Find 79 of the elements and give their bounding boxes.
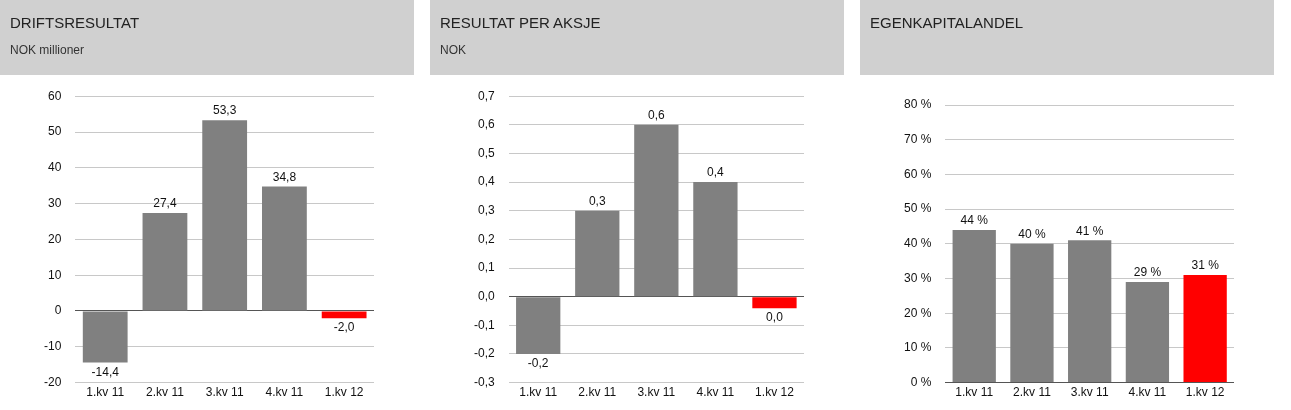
bar <box>693 182 738 297</box>
y-tick-label: 30 <box>47 195 62 210</box>
y-tick-label: 60 % <box>903 166 932 181</box>
y-tick-label: 60 <box>47 88 62 103</box>
x-tick-label: 1.kv 12 <box>324 385 364 400</box>
y-tick-label: 30 % <box>903 270 932 285</box>
y-tick-label: -0,3 <box>473 374 495 389</box>
y-tick-label: 20 % <box>903 305 932 320</box>
bar <box>1183 275 1227 383</box>
bar <box>262 186 307 311</box>
y-tick-label: 0,3 <box>477 203 495 218</box>
y-tick-label: 10 <box>47 267 62 282</box>
data-label: 27,4 <box>153 196 177 211</box>
y-tick-label: -20 <box>44 374 62 389</box>
bar <box>202 120 248 311</box>
chart-subtitle: NOK millioner <box>10 43 85 57</box>
y-tick-label: 0,5 <box>477 145 495 160</box>
y-tick-label: 0,0 <box>477 288 495 303</box>
data-label: 40 % <box>1018 227 1046 242</box>
data-label: 31 % <box>1191 258 1220 273</box>
chart-subtitle: NOK <box>440 43 467 57</box>
y-tick-label: 0,7 <box>477 88 495 103</box>
x-tick-label: 2.kv 11 <box>146 385 185 400</box>
data-label: -14,4 <box>91 364 120 379</box>
chart-title: EGENKAPITALANDEL <box>870 14 1025 31</box>
bar <box>321 311 367 319</box>
data-label: 0,4 <box>707 165 725 180</box>
x-tick-label: 1.kv 12 <box>1185 385 1225 400</box>
chart-title: RESULTAT PER AKSJE <box>440 14 602 31</box>
y-tick-label: 10 % <box>903 340 932 355</box>
data-label: 0,6 <box>648 108 665 123</box>
chart-title: DRIFTSRESULTAT <box>10 14 141 31</box>
y-tick-label: 50 % <box>903 201 932 216</box>
x-tick-label: 4.kv 11 <box>1128 385 1167 400</box>
x-tick-label: 1.kv 12 <box>755 385 795 400</box>
x-tick-label: 3.kv 11 <box>205 385 244 400</box>
y-tick-label: -10 <box>44 339 62 354</box>
bar <box>82 311 128 363</box>
y-tick-label: 70 % <box>903 132 932 147</box>
y-tick-label: 0,2 <box>477 231 495 246</box>
data-label: 41 % <box>1076 223 1104 238</box>
x-tick-label: 3.kv 11 <box>637 385 676 400</box>
x-tick-label: 3.kv 11 <box>1070 385 1109 400</box>
data-label: 53,3 <box>212 103 237 118</box>
bar <box>575 210 620 297</box>
data-label: 29 % <box>1133 265 1162 280</box>
y-tick-label: 50 <box>47 124 62 139</box>
bar <box>634 124 679 297</box>
bar <box>1125 281 1170 383</box>
x-tick-label: 4.kv 11 <box>696 385 735 400</box>
y-tick-label: -0,1 <box>473 317 495 332</box>
y-tick-label: 40 % <box>903 236 932 251</box>
bar <box>1068 240 1112 383</box>
data-label: -0,2 <box>527 356 549 371</box>
x-tick-label: 1.kv 11 <box>519 385 558 400</box>
bar <box>516 297 561 354</box>
data-label: 0,0 <box>766 310 784 325</box>
y-tick-label: 0 % <box>910 374 932 389</box>
x-tick-label: 1.kv 11 <box>955 385 994 400</box>
bar <box>1010 243 1054 383</box>
x-tick-label: 2.kv 11 <box>578 385 617 400</box>
y-tick-label: 80 % <box>903 97 932 112</box>
y-tick-label: 0,6 <box>477 117 495 132</box>
x-tick-label: 4.kv 11 <box>265 385 304 400</box>
bar <box>952 229 996 383</box>
y-tick-label: 40 <box>47 160 62 175</box>
y-tick-label: 0 <box>54 303 62 318</box>
bar <box>142 212 188 311</box>
y-tick-label: -0,2 <box>473 346 495 361</box>
data-label: 0,3 <box>588 194 606 209</box>
y-tick-label: 0,4 <box>477 174 495 189</box>
x-tick-label: 1.kv 11 <box>86 385 125 400</box>
data-label: -2,0 <box>333 320 355 335</box>
x-tick-label: 2.kv 11 <box>1013 385 1052 400</box>
y-tick-label: 20 <box>47 231 62 246</box>
data-label: 44 % <box>960 213 989 228</box>
data-label: 34,8 <box>272 169 297 184</box>
y-tick-label: 0,1 <box>477 260 495 275</box>
bar <box>752 297 797 309</box>
